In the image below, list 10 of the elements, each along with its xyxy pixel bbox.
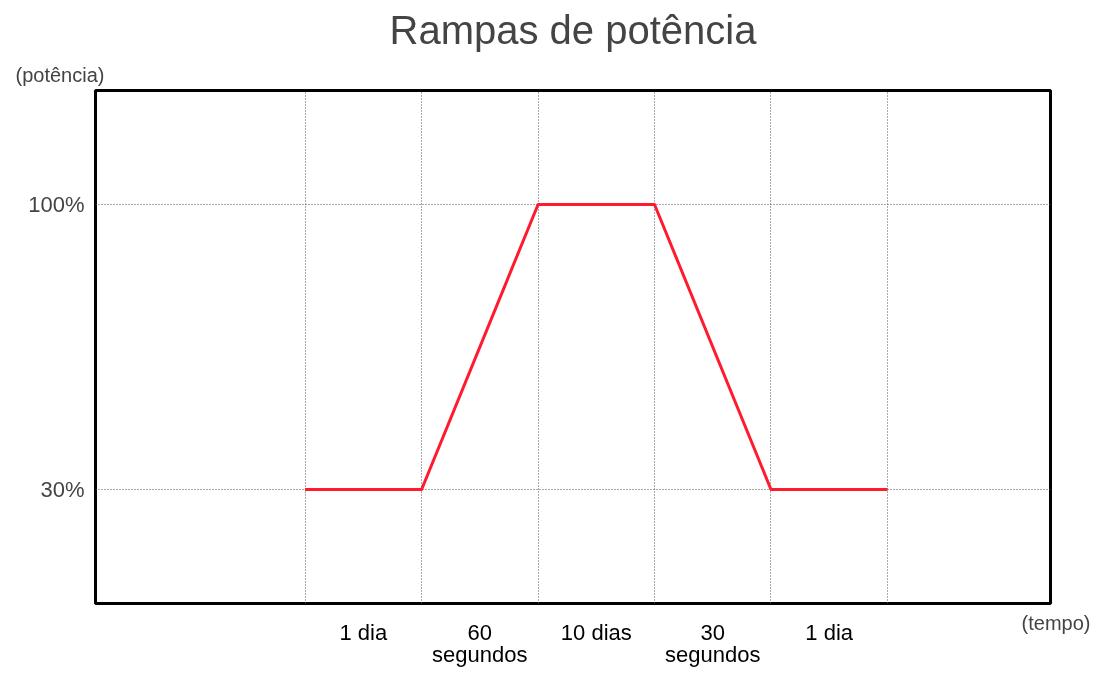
- y-tick-label: 30%: [40, 477, 85, 502]
- text: 30 segundos: [665, 619, 761, 667]
- text: 1 dia: [805, 619, 854, 645]
- y-axis-title: (potência): [15, 63, 105, 86]
- text: 1 dia: [339, 619, 388, 645]
- x-axis-title: (tempo): [1021, 611, 1091, 634]
- y-tick-label: 100%: [28, 192, 85, 217]
- text: 10 dias: [560, 619, 632, 645]
- chart-title: Rampas de potência: [389, 7, 758, 52]
- text: 60 segundos: [432, 619, 528, 667]
